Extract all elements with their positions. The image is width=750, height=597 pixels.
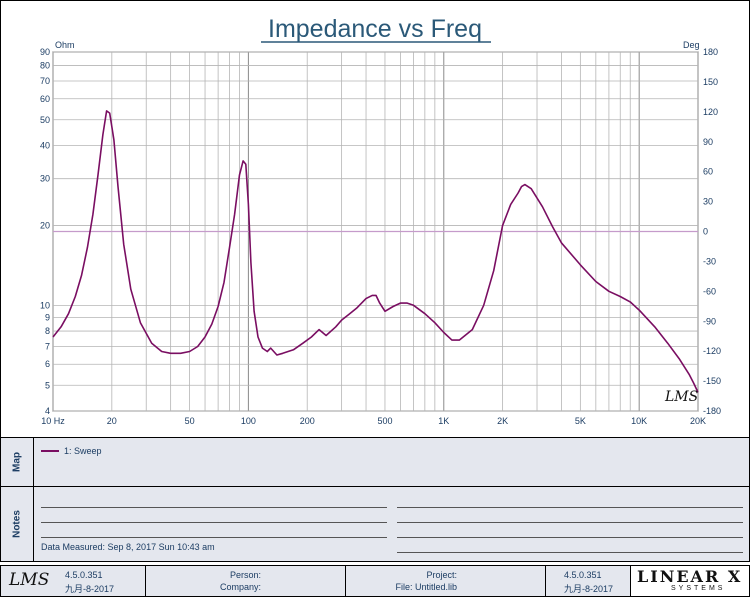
legend-panel: Map 1: Sweep [0, 437, 750, 487]
y-left-tick-label: 40 [40, 141, 50, 151]
chart-lms-mark: LMS [664, 389, 698, 405]
x-tick-label: 1K [438, 416, 449, 426]
footer-version-right: 4.5.0.351 [564, 570, 602, 580]
notes-line [41, 522, 387, 523]
x-tick-label: 10K [631, 416, 647, 426]
y-left-tick-label: 80 [40, 61, 50, 71]
x-tick-label: 50 [185, 416, 195, 426]
notes-line [397, 537, 743, 538]
footer-date-right: 九月-8-2017 [564, 584, 614, 594]
legend-side-label: Map [1, 438, 34, 486]
y-right-tick-label: 120 [703, 107, 718, 117]
x-tick-label: 5K [575, 416, 586, 426]
notes-side-label: Notes [1, 487, 34, 561]
notes-line [397, 522, 743, 523]
brand-logo: LINEAR X [637, 567, 743, 586]
x-tick-label: 20 [107, 416, 117, 426]
y-right-tick-label: -120 [703, 346, 721, 356]
y-left-tick-label: 70 [40, 76, 50, 86]
y-right-tick-label: -30 [703, 256, 716, 266]
y-right-tick-label: -90 [703, 316, 716, 326]
x-tick-label: 100 [241, 416, 256, 426]
y-right-tick-label: 90 [703, 137, 713, 147]
data-measured-text: Data Measured: Sep 8, 2017 Sun 10:43 am [41, 542, 215, 552]
y-right-tick-label: -180 [703, 406, 721, 416]
footer-lms-logo: LMS [9, 570, 50, 590]
right-unit-label: Deg [683, 40, 700, 50]
legend-side-text: Map [11, 452, 23, 472]
footer-date: 九月-8-2017 [65, 584, 115, 594]
x-tick-label: 2K [497, 416, 508, 426]
brand-subtitle: SYSTEMS [671, 585, 726, 592]
x-tick-label: 500 [377, 416, 392, 426]
legend-entry-label: 1: Sweep [64, 446, 102, 456]
y-right-tick-label: 60 [703, 167, 713, 177]
legend-swatch [41, 450, 59, 452]
y-left-tick-label: 10 [40, 300, 50, 310]
footer-version: 4.5.0.351 [65, 570, 103, 580]
project-label: Project: [426, 570, 457, 580]
y-left-tick-label: 20 [40, 220, 50, 230]
left-unit-label: Ohm [55, 40, 75, 50]
grid-layer [52, 51, 699, 412]
curve-layer [52, 110, 699, 393]
legend-entry[interactable]: 1: Sweep [41, 446, 102, 456]
y-right-tick-label: 30 [703, 197, 713, 207]
series-line-sweep [52, 110, 699, 393]
footer-panel: LMS 4.5.0.351 九月-8-2017 Person: Company:… [0, 565, 750, 597]
notes-line [41, 507, 387, 508]
axis-layer: 10 Hz 20 50 100 200 500 1K 2K 5K 10K 20K9080706050… [40, 47, 721, 426]
x-tick-label: 10 Hz [41, 416, 65, 426]
y-left-tick-label: 7 [45, 341, 50, 351]
y-right-tick-label: -60 [703, 286, 716, 296]
x-tick-label: 200 [300, 416, 315, 426]
footer-person-cell: Person: Company: [146, 566, 346, 596]
footer-logo-cell: LMS 4.5.0.351 九月-8-2017 [1, 566, 146, 596]
file-label: File: Untitled.lib [395, 582, 457, 592]
y-right-tick-label: 150 [703, 77, 718, 87]
notes-panel: Notes Data Measured: Sep 8, 2017 Sun 10:… [0, 486, 750, 562]
y-right-tick-label: 0 [703, 227, 708, 237]
footer-brand-cell: LINEAR X SYSTEMS [631, 566, 749, 596]
notes-line [397, 552, 743, 553]
chart-title: Impedance vs Freq [268, 15, 482, 43]
y-left-tick-label: 60 [40, 94, 50, 104]
y-left-tick-label: 90 [40, 47, 50, 57]
y-left-tick-label: 30 [40, 174, 50, 184]
y-left-tick-label: 8 [45, 326, 50, 336]
chart-panel: Impedance vs Freq 10 Hz 20 50 100 200 500 1K 2K… [0, 0, 750, 438]
footer-project-cell: Project: File: Untitled.lib [346, 566, 546, 596]
y-left-tick-label: 9 [45, 312, 50, 322]
footer-version-cell: 4.5.0.351 九月-8-2017 [546, 566, 631, 596]
notes-line [397, 507, 743, 508]
y-left-tick-label: 5 [45, 380, 50, 390]
notes-line [41, 537, 387, 538]
x-tick-label: 20K [690, 416, 706, 426]
person-label: Person: [229, 570, 261, 580]
y-left-tick-label: 50 [40, 115, 50, 125]
company-label: Company: [219, 582, 261, 592]
y-right-tick-label: 180 [703, 47, 718, 57]
y-left-tick-label: 4 [45, 406, 50, 416]
notes-side-text: Notes [11, 510, 23, 538]
y-left-tick-label: 6 [45, 359, 50, 369]
impedance-chart: Impedance vs Freq 10 Hz 20 50 100 200 500 1K 2K… [40, 15, 721, 426]
y-right-tick-label: -150 [703, 376, 721, 386]
